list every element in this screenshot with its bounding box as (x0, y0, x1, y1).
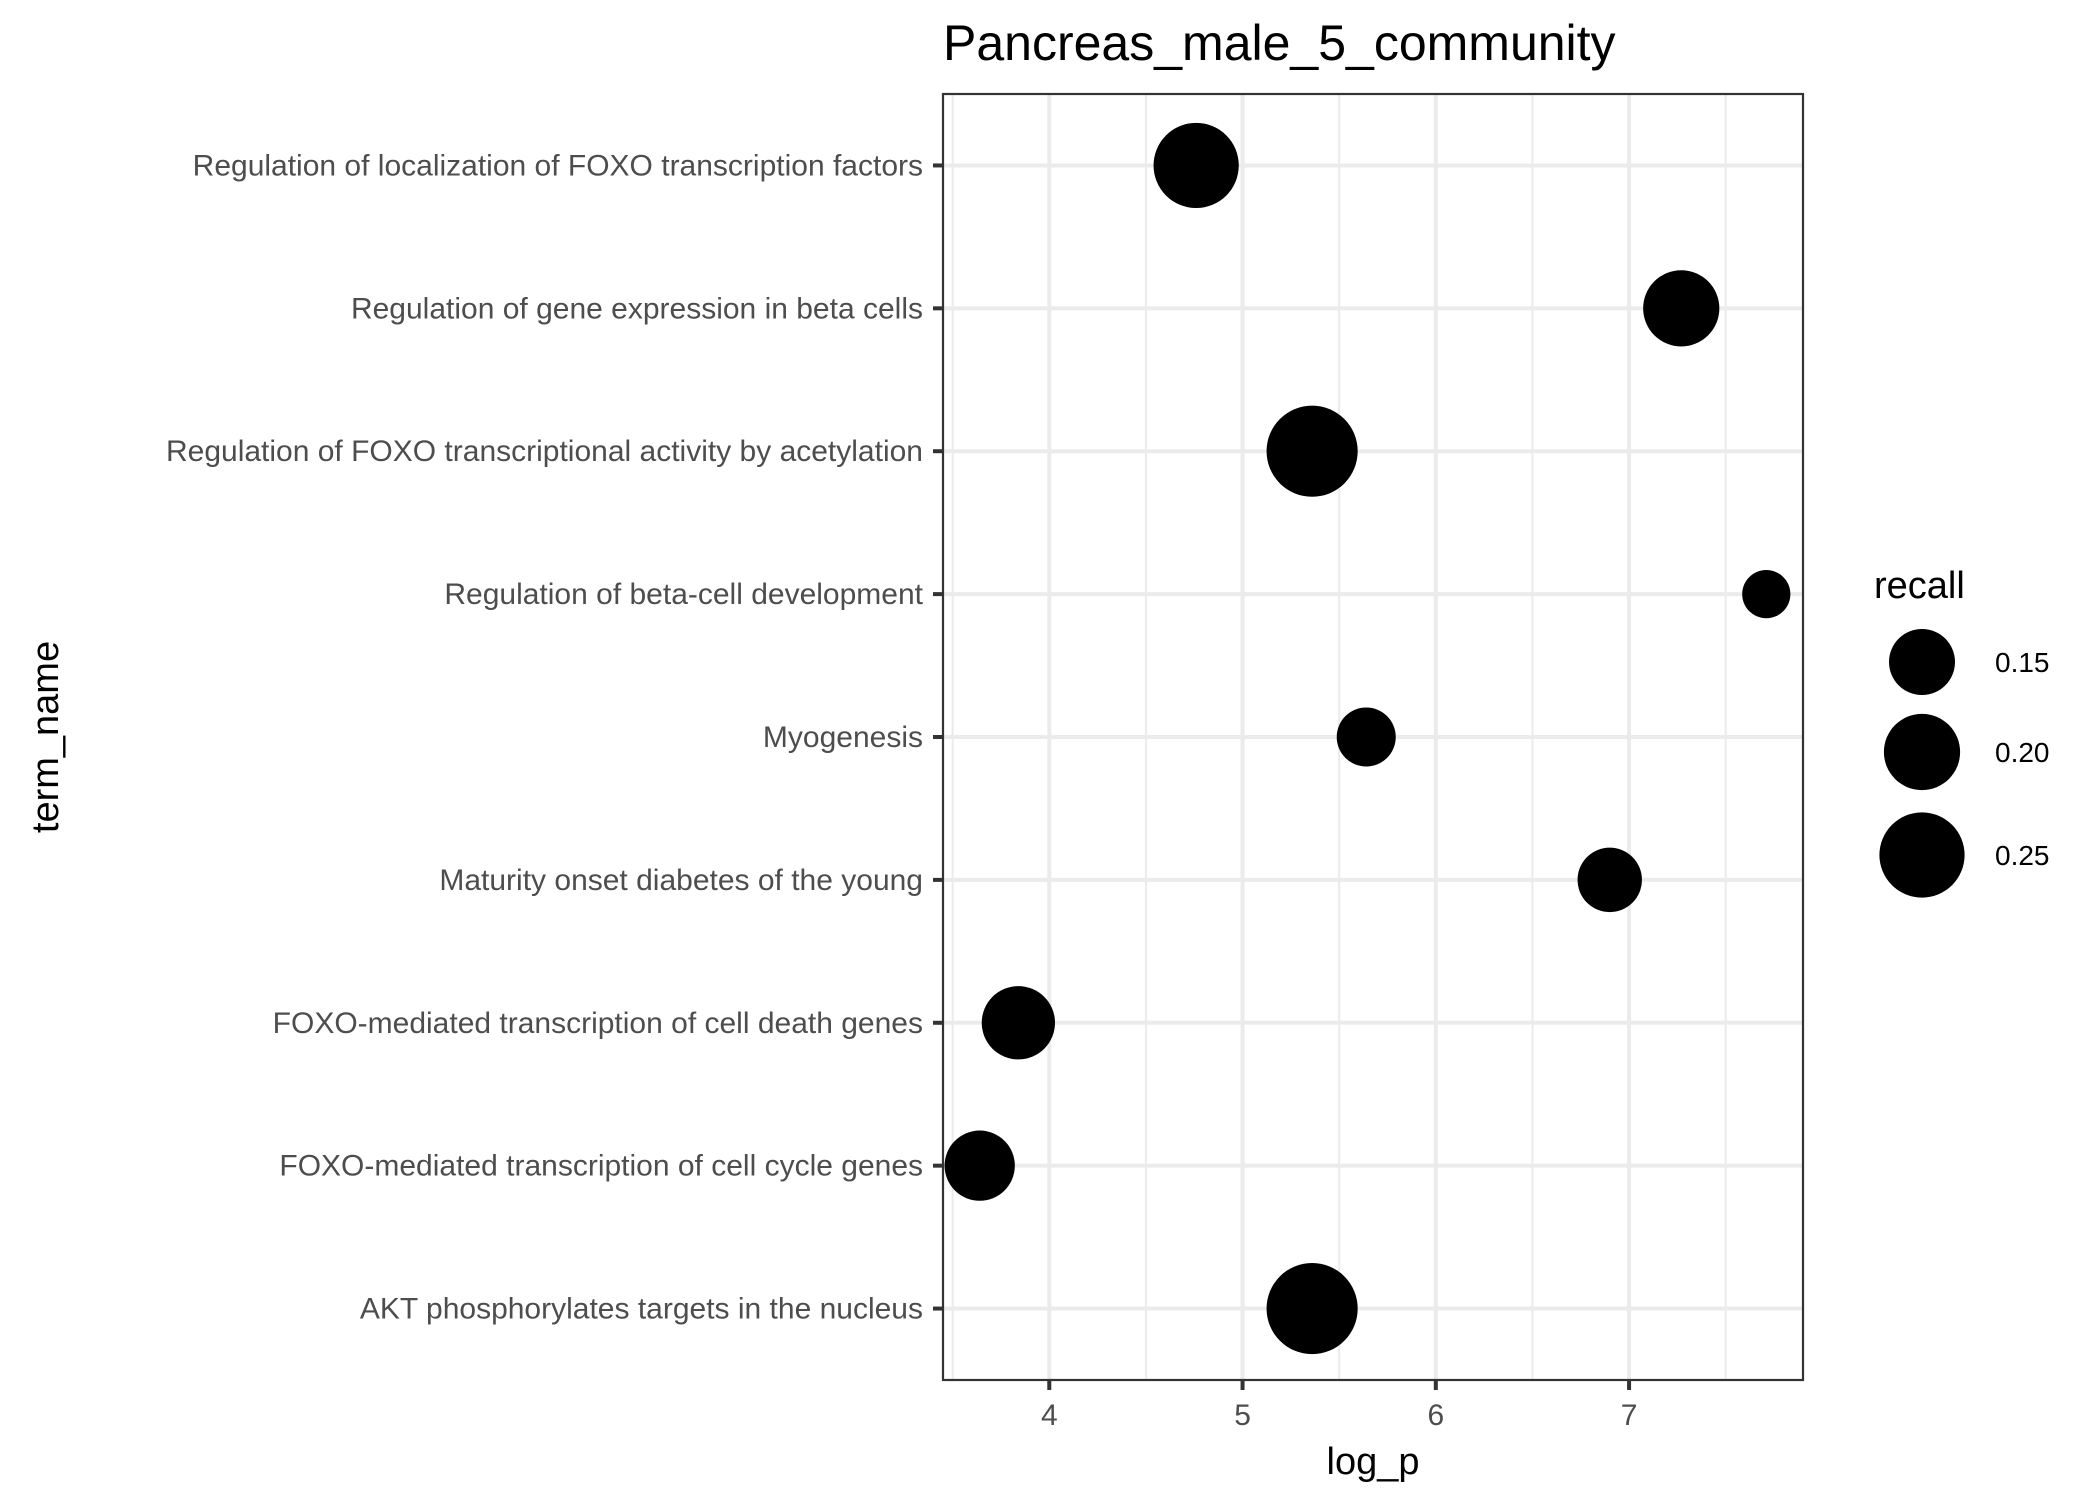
data-point (1266, 405, 1358, 497)
y-tick-label: FOXO-mediated transcription of cell deat… (273, 1007, 923, 1040)
legend-label: 0.20 (1995, 737, 2050, 768)
data-point (944, 1130, 1015, 1201)
x-axis-title: log_p (1327, 1441, 1420, 1483)
data-point (981, 986, 1056, 1060)
legend-title: recall (1874, 565, 1965, 607)
y-tick-label: Regulation of FOXO transcriptional activ… (166, 435, 923, 468)
x-tick-label: 5 (1234, 1399, 1251, 1432)
y-tick-label: Myogenesis (763, 721, 923, 754)
x-tick-label: 4 (1041, 1399, 1058, 1432)
legend-key-circle (1883, 713, 1961, 791)
legend-key-circle (1889, 629, 1955, 695)
y-tick-label: Maturity onset diabetes of the young (439, 864, 923, 897)
x-axis: 4 5 6 7 (1041, 1380, 1637, 1432)
data-point (1577, 847, 1642, 913)
y-axis-title: term_name (25, 641, 67, 833)
x-tick-label: 6 (1427, 1399, 1444, 1432)
data-point (1336, 707, 1396, 767)
y-tick-label: Regulation of beta-cell development (444, 578, 923, 611)
y-tick-label: Regulation of localization of FOXO trans… (193, 149, 923, 182)
x-tick-label: 7 (1621, 1399, 1638, 1432)
legend-key-circle (1879, 812, 1965, 898)
data-point (1742, 570, 1791, 619)
legend-label: 0.25 (1995, 840, 2050, 871)
data-point (1643, 270, 1720, 347)
chart-title: Pancreas_male_5_community (943, 15, 1616, 71)
points-layer (944, 122, 1791, 1355)
legend-label: 0.15 (1995, 647, 2050, 678)
y-tick-label: FOXO-mediated transcription of cell cycl… (279, 1150, 923, 1183)
data-point (1153, 122, 1239, 209)
y-tick-label: AKT phosphorylates targets in the nucleu… (360, 1293, 923, 1326)
data-point (1266, 1262, 1358, 1355)
y-tick-label: Regulation of gene expression in beta ce… (351, 292, 923, 325)
legend: recall 0.15 0.20 0.25 (1874, 565, 2050, 898)
y-axis: AKT phosphorylates targets in the nucleu… (166, 149, 943, 1326)
